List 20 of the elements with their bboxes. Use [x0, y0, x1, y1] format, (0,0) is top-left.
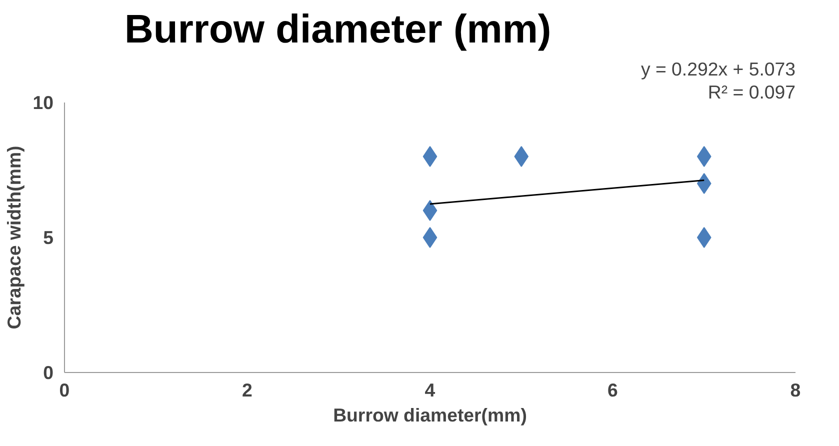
x-tick-label: 4 [424, 380, 436, 400]
point [696, 146, 712, 167]
chart-title: Burrow diameter (mm) [124, 8, 552, 52]
x-tick-label: 0 [59, 380, 70, 400]
y-tick-label: 5 [43, 227, 54, 248]
point [696, 227, 712, 248]
y-axis-title: Carapace width(mm) [4, 146, 25, 330]
x-axis-title: Burrow diameter(mm) [333, 404, 527, 426]
y-tick-label: 10 [32, 92, 54, 113]
point [696, 173, 712, 194]
point [422, 227, 438, 248]
point [514, 146, 529, 167]
point [422, 200, 438, 221]
x-tick-label: 2 [242, 380, 252, 400]
y-tick-label: 0 [43, 362, 54, 383]
text: y = 0.292x + 5.073 [640, 58, 796, 80]
annotation: R² = 0.097 [708, 82, 796, 102]
x-tick-label: 8 [790, 380, 801, 400]
x-tick-label: 6 [608, 380, 618, 400]
point [422, 146, 438, 167]
